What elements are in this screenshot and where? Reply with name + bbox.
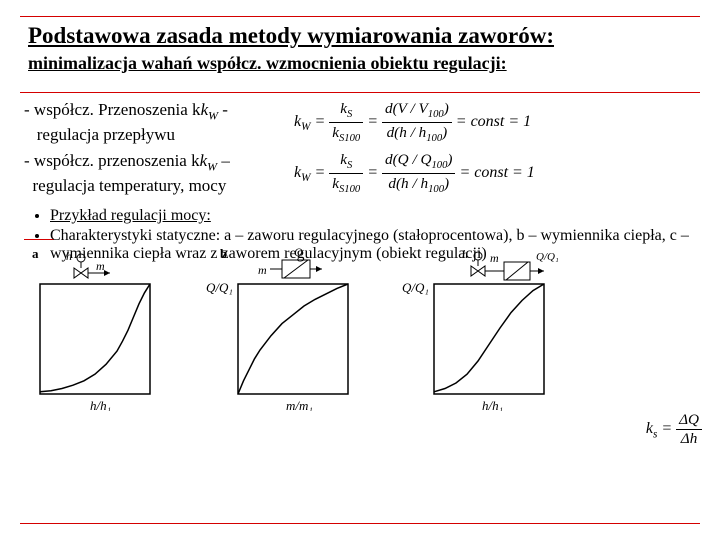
definitions-block: - współcz. Przenoszenia kkW - regulacja … (24, 99, 700, 197)
svg-text:h/h₁: h/h₁ (90, 398, 111, 411)
formula-2: kW = kSkS100 = d(Q / Q100)d(h / h100) = … (294, 150, 535, 197)
combined-icon-c: h m Q/Q₁ (462, 247, 559, 280)
svg-text:h: h (66, 249, 72, 263)
charts-row: a h m h/h₁ b Q (20, 246, 700, 416)
valve-icon-a: h m (66, 249, 110, 278)
page-subtitle: minimalizacja wahań współcz. wzmocnienia… (28, 53, 700, 74)
chart-a-svg: h m h/h₁ (26, 246, 196, 411)
top-rule (20, 16, 700, 17)
chart-c: h m Q/Q₁ Q/Q₁ h/h₁ (398, 246, 598, 416)
svg-text:h/h₁: h/h₁ (482, 398, 503, 411)
svg-text:m: m (96, 259, 105, 273)
chart-b: b Q m Q/Q₁ m/m₁ (202, 246, 392, 416)
svg-text:Q: Q (294, 246, 303, 259)
chart-c-svg: h m Q/Q₁ Q/Q₁ h/h₁ (398, 246, 598, 411)
svg-text:m/m₁: m/m₁ (286, 398, 313, 411)
ks-formula: ks = ΔQΔh (646, 411, 702, 448)
example-bullet-1: Przykład regulacji mocy: (50, 207, 211, 224)
heater-icon-b: Q m (258, 246, 322, 278)
chart-b-svg: Q m Q/Q₁ m/m₁ (202, 246, 392, 411)
svg-text:m: m (490, 251, 499, 265)
formula-1: kW = kSkS100 = d(V / V100)d(h / h100) = … (294, 99, 531, 146)
page-title: Podstawowa zasada metody wymiarowania za… (28, 23, 700, 49)
chart-a: a h m h/h₁ (26, 246, 196, 416)
svg-text:h: h (462, 247, 468, 261)
bottom-rule (20, 523, 700, 524)
svg-text:Q/Q₁: Q/Q₁ (402, 280, 429, 295)
svg-text:m: m (258, 263, 267, 277)
def2: - współcz. przenoszenia kkW – regulacja … (24, 150, 284, 197)
svg-text:Q/Q₁: Q/Q₁ (206, 280, 233, 295)
svg-text:Q/Q₁: Q/Q₁ (536, 251, 559, 263)
mid-rule (20, 92, 700, 93)
def1: - współcz. Przenoszenia kkW - regulacja … (24, 99, 284, 146)
